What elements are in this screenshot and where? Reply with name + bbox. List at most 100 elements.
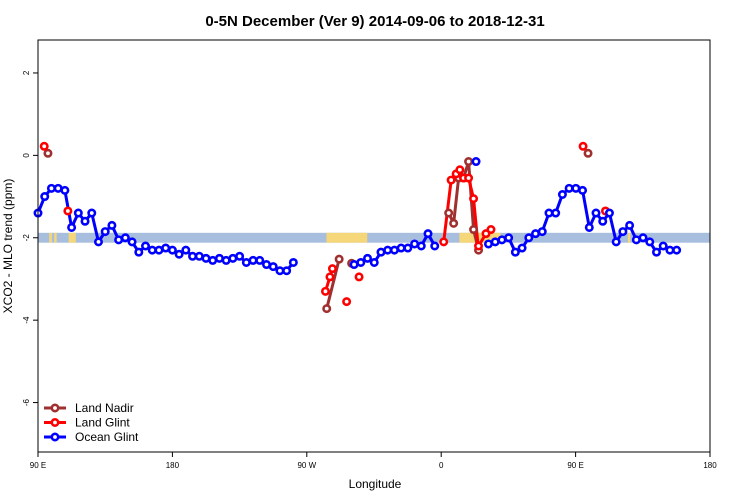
- ocean-glint-point: [504, 233, 514, 243]
- y-axis-label: XCO2 - MLO trend (ppm): [1, 179, 15, 314]
- axes: 90 E 180 90 W 0 90 E 180 2 0 -2 -4 -6: [22, 70, 717, 470]
- land-glint-point: [63, 206, 73, 216]
- legend-swatch-marker: [50, 403, 60, 413]
- land-glint-point: [342, 297, 352, 307]
- land-glint-point: [446, 175, 456, 185]
- ocean-glint-point: [134, 247, 144, 257]
- ocean-glint-point: [40, 192, 50, 202]
- series-layer: [33, 141, 682, 314]
- x-tick-label: 0: [439, 461, 444, 470]
- ocean-glint-point: [471, 157, 481, 167]
- band-highlight: [627, 232, 631, 243]
- legend-label: Ocean Glint: [75, 430, 139, 444]
- ocean-glint-point: [363, 253, 373, 263]
- ocean-glint-point: [598, 216, 608, 226]
- ocean-glint-point: [551, 208, 561, 218]
- land-nadir-point: [583, 148, 593, 158]
- ocean-glint-point: [127, 237, 137, 247]
- x-tick-label: 180: [703, 461, 717, 470]
- ocean-glint-point: [80, 216, 90, 226]
- ocean-glint-point: [537, 227, 547, 237]
- ocean-glint-point: [618, 227, 628, 237]
- y-tick-label: -2: [22, 234, 31, 242]
- ocean-glint-point: [67, 222, 77, 232]
- ocean-glint-point: [107, 220, 117, 230]
- ocean-glint-point: [584, 222, 594, 232]
- ocean-glint-point: [672, 245, 682, 255]
- land-glint-point: [439, 237, 449, 247]
- ocean-glint-point: [369, 257, 379, 267]
- band-highlight: [326, 232, 368, 243]
- y-tick-label: -4: [22, 316, 31, 324]
- ocean-glint-point: [403, 243, 413, 253]
- ocean-glint-point: [73, 208, 83, 218]
- ocean-glint-point: [423, 229, 433, 239]
- land-nadir-point: [464, 157, 474, 167]
- legend-swatch-marker: [50, 417, 60, 427]
- ocean-glint-point: [141, 241, 151, 251]
- land-glint-point: [354, 272, 364, 282]
- x-tick-label: 90 E: [30, 461, 46, 470]
- land-glint-point: [464, 173, 474, 183]
- legend-swatch-marker: [50, 432, 60, 442]
- ocean-glint-point: [510, 247, 520, 257]
- legend-label: Land Glint: [75, 416, 130, 430]
- ocean-glint-point: [658, 241, 668, 251]
- ocean-glint-point: [181, 245, 191, 255]
- ocean-glint-point: [60, 185, 70, 195]
- y-tick-label: 0: [22, 153, 31, 158]
- x-tick-label: 180: [166, 461, 180, 470]
- chart-title: 0-5N December (Ver 9) 2014-09-06 to 2018…: [205, 13, 544, 30]
- land-nadir-point: [43, 148, 53, 158]
- land-nadir-point: [334, 254, 344, 264]
- plot-frame: [37, 39, 711, 453]
- band-highlight: [459, 232, 501, 243]
- band-highlight: [68, 232, 76, 243]
- ocean-glint-point: [645, 237, 655, 247]
- ocean-glint-point: [167, 245, 177, 255]
- land-glint-point: [578, 141, 588, 151]
- land-glint-point: [39, 141, 49, 151]
- ocean-glint-point: [651, 247, 661, 257]
- ocean-glint-point: [591, 208, 601, 218]
- ocean-glint-point: [268, 262, 278, 272]
- land-glint-point: [455, 165, 465, 175]
- land-glint-point: [474, 241, 484, 251]
- ocean-glint-point: [174, 249, 184, 259]
- land-nadir-line: [325, 258, 341, 309]
- band-highlight: [54, 232, 57, 243]
- ocean-glint-point: [288, 257, 298, 267]
- legend-label: Land Nadir: [75, 401, 134, 415]
- ocean-glint-point: [255, 255, 265, 265]
- ocean-glint-point: [638, 233, 648, 243]
- band-highlight: [49, 232, 52, 243]
- land-glint-point: [320, 286, 330, 296]
- ocean-glint-point: [524, 233, 534, 243]
- land-nadir-point: [469, 225, 479, 235]
- land-glint-point: [325, 272, 335, 282]
- land-glint-point: [469, 194, 479, 204]
- ocean-glint-point: [611, 237, 621, 247]
- ocean-glint-point: [578, 185, 588, 195]
- land-nadir-point: [449, 218, 459, 228]
- x-axis-label: Longitude: [349, 477, 402, 491]
- ocean-glint-point: [604, 208, 614, 218]
- land-nadir-point: [444, 208, 454, 218]
- ocean-glint-point: [93, 237, 103, 247]
- land-glint-point: [327, 264, 337, 274]
- y-tick-label: -6: [22, 398, 31, 406]
- reference-band: [38, 232, 710, 243]
- band-background: [38, 232, 710, 243]
- ocean-glint-point: [517, 243, 527, 253]
- land-glint-point: [486, 225, 496, 235]
- ocean-glint-point: [430, 241, 440, 251]
- ocean-glint-point: [100, 227, 110, 237]
- y-tick-label: 2: [22, 70, 31, 75]
- ocean-glint-point: [416, 241, 426, 251]
- x-tick-label: 90 E: [567, 461, 583, 470]
- ocean-glint-point: [557, 190, 567, 200]
- land-nadir-point: [322, 304, 332, 314]
